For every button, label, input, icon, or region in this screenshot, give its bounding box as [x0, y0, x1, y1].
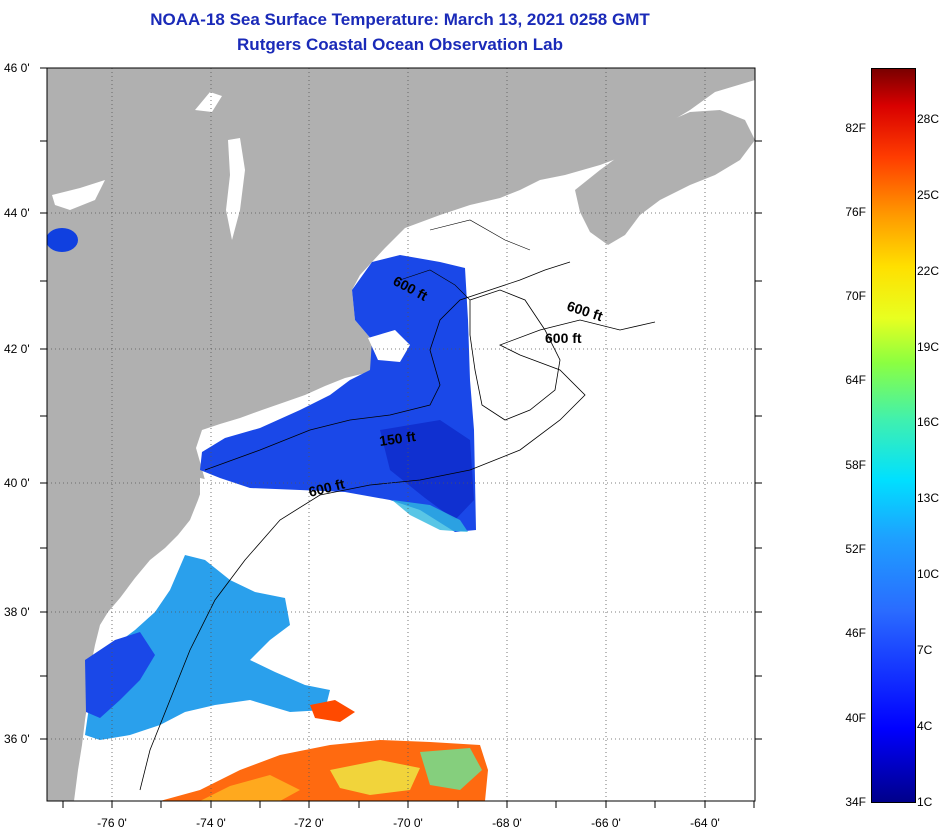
contour-150ft	[204, 261, 571, 471]
lon-label: -72 0'	[294, 816, 324, 830]
depth-label: 150 ft	[378, 428, 417, 449]
colorbar-f-label: 34F	[845, 795, 866, 809]
lon-label: -76 0'	[97, 816, 127, 830]
colorbar-c-label: 13C	[917, 491, 940, 505]
lake	[47, 228, 78, 252]
lon-ticks	[62, 801, 755, 808]
sst-warm-eddy	[310, 700, 355, 722]
contour-gulf-maine	[399, 219, 531, 301]
lat-label: 40 0'	[4, 476, 30, 490]
lat-label: 36 0'	[4, 732, 30, 746]
map-title: NOAA-18 Sea Surface Temperature: March 1…	[150, 10, 650, 29]
colorbar-f-label: 76F	[845, 205, 866, 219]
lake	[195, 92, 222, 112]
colorbar-c-label: 1C	[917, 795, 933, 809]
lon-label: -68 0'	[492, 816, 522, 830]
sst-deep-blue	[380, 420, 474, 520]
contour-600ft	[139, 319, 656, 791]
colorbar-f-label: 64F	[845, 373, 866, 387]
sst-cyan-shelf	[392, 500, 468, 532]
map-subtitle: Rutgers Coastal Ocean Observation Lab	[237, 35, 563, 54]
colorbar-c-label: 10C	[917, 567, 940, 581]
colorbar-c-label: 28C	[917, 112, 940, 126]
colorbar-c-label: 4C	[917, 719, 933, 733]
colorbar-f-label: 46F	[845, 626, 866, 640]
colorbar-c-label: 22C	[917, 264, 940, 278]
lat-label: 44 0'	[4, 206, 30, 220]
depth-label: 600 ft	[545, 330, 582, 346]
lake	[226, 138, 245, 240]
lon-label: -64 0'	[690, 816, 720, 830]
colorbar-f-label: 82F	[845, 121, 866, 135]
colorbar-c-label: 19C	[917, 340, 940, 354]
colorbar-f-label: 70F	[845, 289, 866, 303]
colorbar-c-label: 25C	[917, 188, 940, 202]
lat-label: 42 0'	[4, 342, 30, 356]
lat-ticks	[40, 67, 762, 740]
sst-gulf-warm	[200, 775, 300, 801]
sst-mid-atlantic	[85, 555, 330, 740]
contour-georges	[469, 289, 561, 421]
land-mainland	[47, 68, 755, 801]
lon-label: -70 0'	[393, 816, 423, 830]
colorbar-f-label: 40F	[845, 711, 866, 725]
map-frame	[46, 67, 756, 802]
lon-label: -74 0'	[196, 816, 226, 830]
land-nova-scotia	[575, 110, 755, 245]
colorbar-f-label: 52F	[845, 542, 866, 556]
cloud-patch	[368, 330, 410, 362]
sst-gulf-warm	[330, 760, 420, 795]
sst-gulf-green	[420, 748, 482, 790]
lat-label: 46 0'	[4, 61, 30, 75]
temperature-colorbar	[871, 68, 916, 803]
lon-label: -66 0'	[591, 816, 621, 830]
colorbar-c-label: 7C	[917, 643, 933, 657]
lake	[52, 180, 105, 210]
sst-blue-nearshore	[85, 632, 155, 718]
colorbar-c-label: 16C	[917, 415, 940, 429]
lat-label: 38 0'	[4, 605, 30, 619]
cloud-patch	[200, 478, 335, 522]
colorbar-f-label: 58F	[845, 458, 866, 472]
